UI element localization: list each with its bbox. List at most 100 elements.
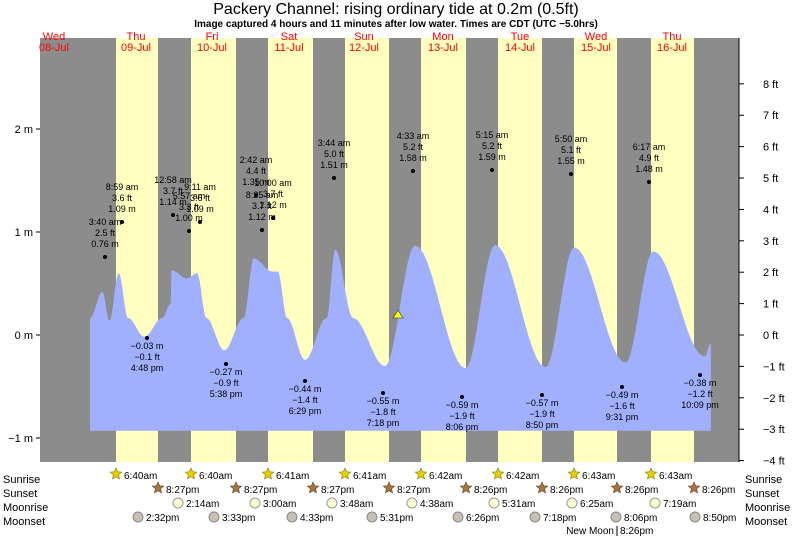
extreme-m: 1.14 m: [159, 197, 187, 207]
sunrise-icon: [414, 467, 428, 480]
day-name: Thu: [127, 31, 146, 43]
extreme-dot: [569, 172, 573, 176]
extreme-m: 1.12 m: [259, 200, 287, 210]
extreme-time: 9:11 am: [184, 182, 216, 192]
day-name: Sun: [354, 31, 374, 43]
day-name: Wed: [43, 31, 65, 43]
extreme-dot: [187, 229, 191, 233]
day-date: 15-Jul: [581, 42, 611, 54]
sunset-time: 8:26pm: [702, 485, 735, 496]
sunrise-icon: [567, 467, 581, 480]
extreme-time: 5:15 am: [476, 130, 509, 140]
left-axis-label: 0 m: [15, 330, 33, 342]
sunset-time: 8:27pm: [397, 485, 430, 496]
day-name: Thu: [663, 31, 682, 43]
moonrise-time: 6:25am: [580, 499, 613, 510]
moonrise-time: 3:00am: [263, 499, 296, 510]
sunset-time: 8:27pm: [321, 485, 354, 496]
extreme-m: 1.55 m: [557, 156, 585, 166]
extreme-m: 1.00 m: [175, 213, 203, 223]
day-headers: Wed08-JulThu09-JulFri10-JulSat11-JulSun1…: [39, 31, 687, 54]
tide-area: [90, 244, 711, 431]
extreme-ft: −1.8 ft: [370, 407, 396, 417]
right-axis-label: 3 ft: [763, 236, 778, 248]
sunset-icon: [229, 481, 243, 494]
extreme-ft: 3.7 ft: [263, 189, 284, 199]
extreme-time: 9:31 pm: [606, 412, 639, 422]
sunset-icon: [151, 481, 165, 494]
sunrise-icon: [491, 467, 505, 480]
extreme-ft: 4.9 ft: [639, 153, 660, 163]
moonset-time: 4:33pm: [300, 513, 333, 524]
right-axis-label: 1 ft: [763, 299, 778, 311]
day-date: 13-Jul: [428, 42, 458, 54]
moonrise-icon: [406, 497, 418, 509]
right-axis-label: −1 ft: [763, 361, 785, 373]
right-axis-label: 0 ft: [763, 330, 778, 342]
moonset-time: 8:06pm: [624, 513, 657, 524]
extreme-dot: [698, 373, 702, 377]
extreme-dot: [460, 395, 464, 399]
sunset-time: 8:26pm: [474, 485, 507, 496]
sunset-row-label-right: Sunset: [745, 488, 779, 500]
extreme-ft: 3.7 ft: [163, 186, 184, 196]
extreme-m: −0.27 m: [210, 367, 243, 377]
moonrise-time: 4:38am: [420, 499, 453, 510]
extreme-dot: [490, 168, 494, 172]
moonrise-icon: [566, 497, 578, 509]
extreme-m: 1.51 m: [320, 160, 348, 170]
extreme-ft: 5.2 ft: [482, 141, 503, 151]
extreme-ft: −0.9 ft: [213, 378, 239, 388]
left-axis-label: 2 m: [15, 124, 33, 136]
sunset-icon: [535, 481, 549, 494]
extreme-ft: 3.6 ft: [190, 193, 211, 203]
day-date: 10-Jul: [197, 42, 227, 54]
extreme-m: 1.09 m: [108, 204, 136, 214]
sunrise-time: 6:42am: [506, 471, 539, 482]
sunset-icon: [306, 481, 320, 494]
left-axis-label: 1 m: [15, 227, 33, 239]
sunrise-time: 6:40am: [124, 471, 157, 482]
moonset-time: 8:50pm: [703, 513, 736, 524]
sunrise-time: 6:41am: [276, 471, 309, 482]
extreme-m: 1.09 m: [186, 204, 214, 214]
extreme-dot: [303, 379, 307, 383]
extreme-ft: −1.4 ft: [292, 395, 318, 405]
new-moon-label: New Moon: [566, 526, 614, 537]
extreme-m: 0.76 m: [91, 239, 119, 249]
chart-subtitle: Image captured 4 hours and 11 minutes af…: [194, 19, 598, 30]
moonrise-row-label-right: Moonrise: [745, 502, 790, 514]
extreme-m: −0.03 m: [131, 341, 164, 351]
sunrise-icon: [644, 467, 658, 480]
day-name: Fri: [206, 31, 219, 43]
right-axis-label: 5 ft: [763, 173, 778, 185]
sunrise-row-label: Sunrise: [3, 474, 40, 486]
extreme-ft: −1.6 ft: [609, 401, 635, 411]
sunrise-time: 6:43am: [582, 471, 615, 482]
extreme-dot: [332, 176, 336, 180]
sunrise-icon: [338, 467, 352, 480]
day-name: Tue: [511, 31, 530, 43]
day-date: 16-Jul: [657, 42, 687, 54]
tide-extremes: 3:40 am2.5 ft0.76 m8:59 am3.6 ft1.09 m−0…: [89, 130, 719, 432]
right-axis-label: −4 ft: [763, 456, 785, 468]
moonset-time: 6:26pm: [466, 513, 499, 524]
sunset-icon: [382, 481, 396, 494]
extreme-time: 6:29 pm: [289, 406, 322, 416]
extreme-ft: 5.0 ft: [324, 149, 345, 159]
right-axis-label: −2 ft: [763, 393, 785, 405]
extreme-ft: 3.6 ft: [112, 193, 133, 203]
right-axis-label: 6 ft: [763, 142, 778, 154]
extreme-dot: [198, 220, 202, 224]
extreme-time: 10:00 am: [254, 178, 292, 188]
extreme-ft: −0.1 ft: [134, 352, 160, 362]
extreme-dot: [540, 393, 544, 397]
extreme-ft: 5.1 ft: [561, 145, 582, 155]
moonset-row-label-right: Moonset: [745, 516, 787, 528]
extreme-m: 1.59 m: [478, 152, 506, 162]
extreme-time: 8:06 pm: [446, 422, 479, 432]
extreme-ft: 3.3 ft: [179, 202, 200, 212]
sunrise-icon: [109, 467, 123, 480]
moonrise-time: 5:31am: [502, 499, 535, 510]
moonset-icon: [366, 511, 378, 523]
